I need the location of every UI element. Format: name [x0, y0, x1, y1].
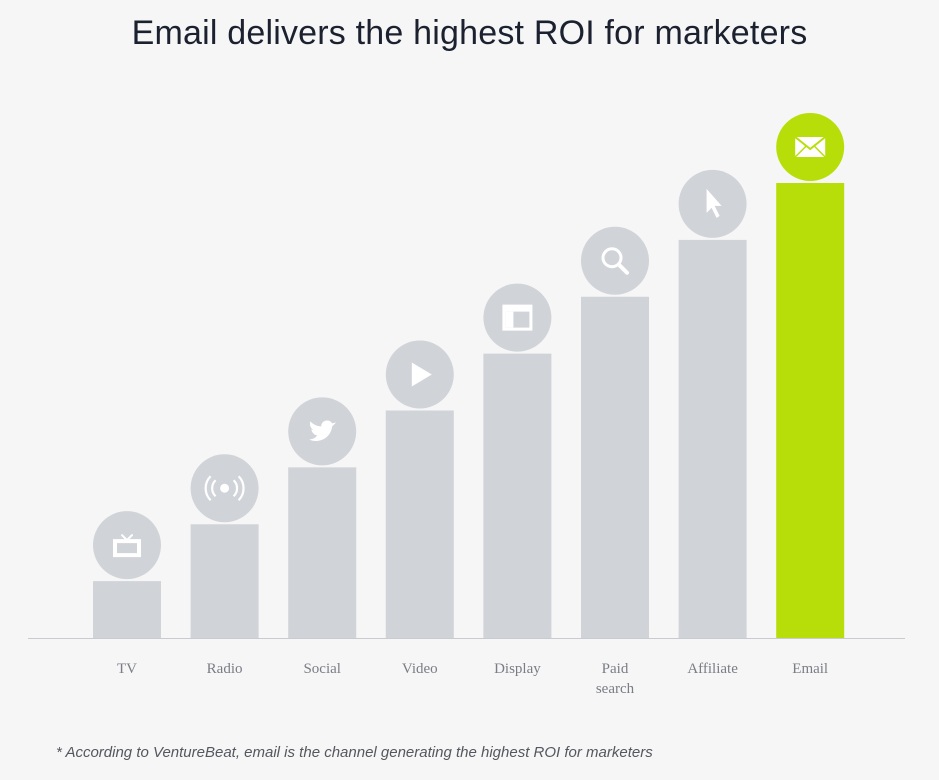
tick-label-email: Email: [792, 661, 828, 677]
bars-group: [93, 183, 845, 638]
tv-icon: [93, 511, 161, 580]
twitter-icon: [288, 397, 357, 466]
envelope-icon: [776, 113, 845, 181]
bar-paid-search: [581, 296, 649, 638]
footnote: * According to VentureBeat, email is the…: [56, 744, 653, 761]
roi-bar-chart: TV Radio Social Video Display Paid search Affil…: [28, 113, 905, 697]
tick-label-paid-search: Paid search: [596, 661, 635, 697]
bar-email: [776, 183, 845, 638]
tick-label-affiliate: Affiliate: [687, 661, 738, 677]
play-icon: [385, 340, 454, 409]
icons-group: [93, 113, 845, 580]
tick-label-display: Display: [494, 661, 541, 677]
display-icon: [483, 283, 552, 352]
bar-tv: [93, 581, 161, 638]
search-icon: [581, 226, 649, 295]
radio-icon: [190, 454, 259, 523]
bar-display: [483, 353, 552, 638]
bar-affiliate: [678, 239, 747, 638]
chart-title: Email delivers the highest ROI for marke…: [131, 14, 808, 52]
bar-social: [288, 467, 357, 638]
tick-label-tv: TV: [117, 661, 137, 677]
tick-labels-group: TV Radio Social Video Display Paid search Affil…: [117, 661, 828, 697]
bar-radio: [190, 524, 259, 638]
bar-video: [385, 410, 454, 638]
cursor-icon: [678, 169, 747, 238]
tick-label-radio: Radio: [207, 661, 243, 677]
tick-label-social: Social: [303, 661, 341, 677]
tick-label-video: Video: [402, 661, 438, 677]
